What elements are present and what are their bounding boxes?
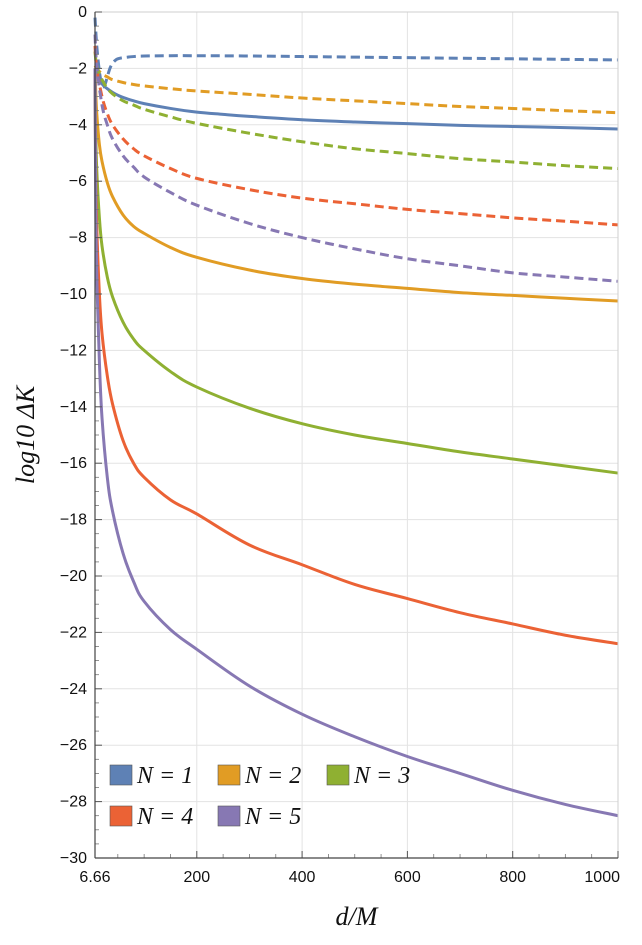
x-tick-label: 600 [394, 869, 421, 886]
series-line-n1-dashed [93, 17, 619, 89]
y-tick-label: −30 [60, 850, 87, 867]
y-tick-label: −12 [60, 342, 87, 359]
y-tick-label: −24 [60, 681, 87, 698]
legend-label-n3: N = 3 [353, 763, 410, 789]
y-tick-label: −10 [60, 286, 87, 303]
legend-label-n5: N = 5 [244, 804, 301, 830]
legend-swatch-n3 [326, 764, 350, 786]
y-axis-title: log10 ΔK [11, 384, 40, 484]
x-axis-title: d/M [336, 902, 379, 931]
series-line-n2-solid [93, 68, 619, 303]
y-tick-label: −28 [60, 794, 87, 811]
y-tick-label: −26 [60, 737, 87, 754]
x-tick-label: 800 [499, 869, 526, 886]
series-line-n3-dashed [93, 51, 619, 171]
legend-swatch-n2 [217, 764, 241, 786]
x-tick-label: 200 [183, 869, 210, 886]
y-tick-label: −2 [69, 60, 87, 77]
y-tick-label: −4 [69, 117, 87, 134]
series-line-n2-dashed [93, 64, 619, 115]
legend-swatch-n4 [109, 805, 133, 827]
legend-swatch-n1 [109, 764, 133, 786]
y-tick-label: 0 [78, 4, 87, 21]
legend-swatch-n5 [217, 805, 241, 827]
series-line-n4-solid [93, 68, 619, 646]
series-line-n5-dashed [93, 34, 619, 283]
y-tick-label: −14 [60, 399, 87, 416]
axes [94, 11, 619, 859]
series-line-n1-solid [93, 67, 619, 131]
y-tick-label: −22 [60, 624, 87, 641]
y-tick-label: −18 [60, 512, 87, 529]
series-line-n5-solid [93, 68, 619, 818]
legend-label-n2: N = 2 [244, 763, 301, 789]
x-tick-label: 400 [289, 869, 316, 886]
y-tick-label: −20 [60, 568, 87, 585]
series-lines [93, 17, 619, 818]
tick-labels: 0 −2 −4 −6 −8 −10 −12 −14 −16 −18 −20 −22 −24 −26 −28 −… [60, 4, 620, 886]
y-tick-label: −8 [69, 230, 87, 247]
x-tick-label: 6.66 [79, 869, 110, 886]
legend-label-n1: N = 1 [136, 763, 193, 789]
series-line-n4-dashed [93, 45, 619, 227]
series-line-n3-solid [93, 68, 619, 475]
y-tick-label: −6 [69, 173, 87, 190]
x-tick-label: 1000 [584, 869, 620, 886]
y-tick-label: −16 [60, 455, 87, 472]
legend-label-n4: N = 4 [136, 804, 193, 830]
legend: N = 1 N = 2 N = 3 N = 4 N = 5 [109, 763, 410, 830]
